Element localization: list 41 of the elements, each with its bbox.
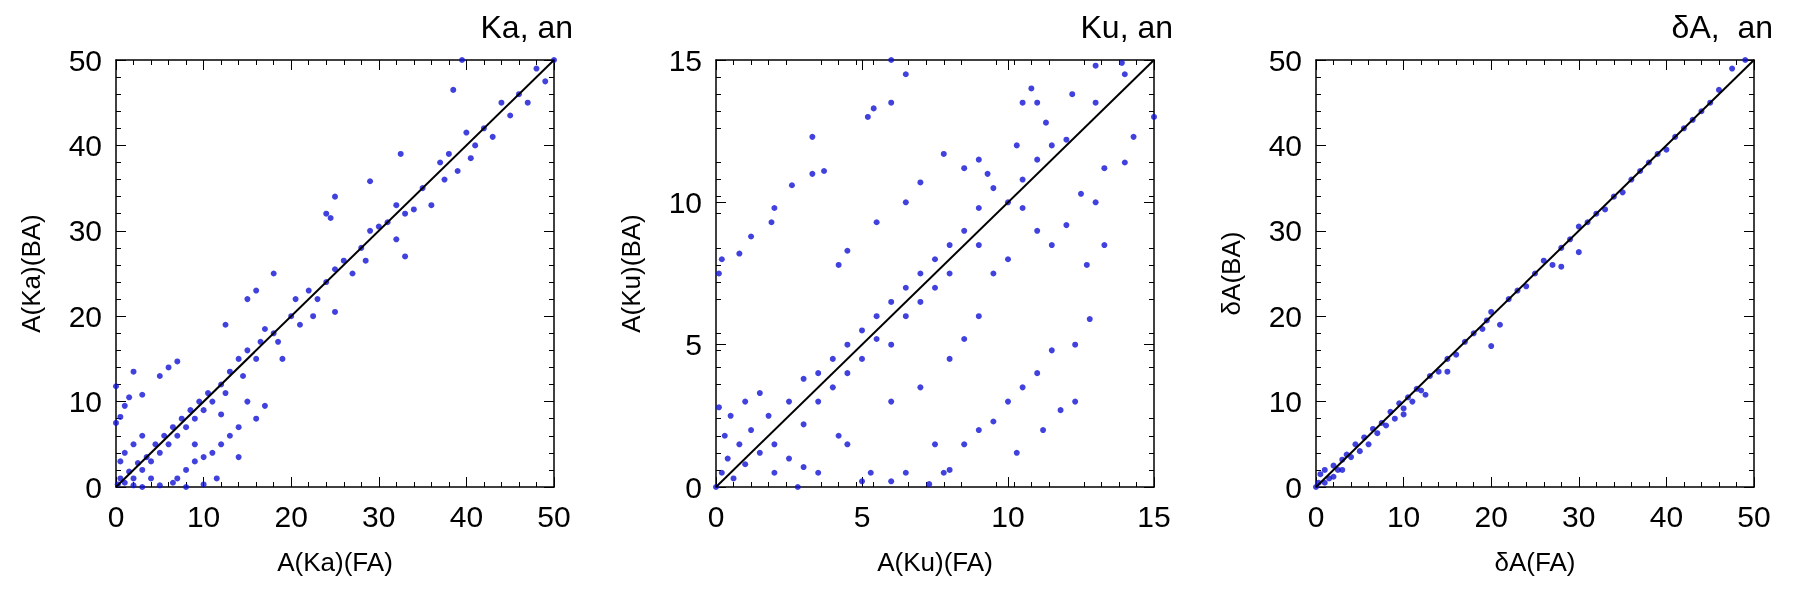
y-axis-title: A(Ku)(BA)	[616, 214, 646, 333]
y-tick-label: 5	[685, 328, 702, 362]
y-tick-label: 10	[68, 385, 102, 419]
y-tick-label: 10	[1268, 385, 1302, 419]
x-tick-label: 10	[991, 499, 1025, 533]
x-tick-label: 0	[707, 499, 725, 533]
y-tick-label: 20	[68, 299, 102, 333]
y-tick-label: 30	[68, 214, 102, 248]
x-tick-label: 40	[449, 499, 484, 533]
x-tick-label: 15	[1137, 499, 1171, 533]
x-tick-label: 5	[853, 499, 871, 533]
x-tick-label: 0	[1307, 499, 1325, 533]
y-tick-label: 0	[1285, 470, 1302, 504]
y-axis-title: A(Ka)(BA)	[16, 214, 46, 333]
x-tick-label: 30	[362, 499, 396, 533]
y-tick-label: 20	[1268, 299, 1302, 333]
y-tick-label: 50	[1268, 43, 1302, 77]
y-axis-title: δA(BA)	[1216, 231, 1246, 316]
x-tick-label: 10	[1386, 499, 1421, 533]
y-tick-label: 40	[1268, 128, 1302, 162]
y-tick-label: 10	[668, 185, 702, 219]
y-tick-label: 50	[68, 43, 102, 77]
x-axis-title: A(Ka)(FA)	[277, 547, 393, 577]
x-tick-label: 30	[1562, 499, 1596, 533]
x-axis-title: A(Ku)(FA)	[877, 547, 993, 577]
x-tick-label: 0	[107, 499, 125, 533]
chart-title: Ku, an	[1080, 9, 1173, 45]
y-tick-label: 0	[685, 470, 702, 504]
x-tick-label: 10	[186, 499, 221, 533]
y-tick-label: 0	[85, 470, 102, 504]
y-tick-label: 40	[68, 128, 102, 162]
x-tick-label: 20	[274, 499, 308, 533]
y-tick-label: 15	[668, 43, 702, 77]
y-tick-label: 30	[1268, 214, 1302, 248]
chart-title: Ka, an	[480, 9, 573, 45]
chart-title: δA, an	[1671, 9, 1773, 45]
x-tick-label: 50	[537, 499, 571, 533]
x-axis-title: δA(FA)	[1494, 547, 1576, 577]
x-tick-label: 20	[1474, 499, 1508, 533]
x-tick-label: 50	[1737, 499, 1771, 533]
x-tick-label: 40	[1649, 499, 1684, 533]
